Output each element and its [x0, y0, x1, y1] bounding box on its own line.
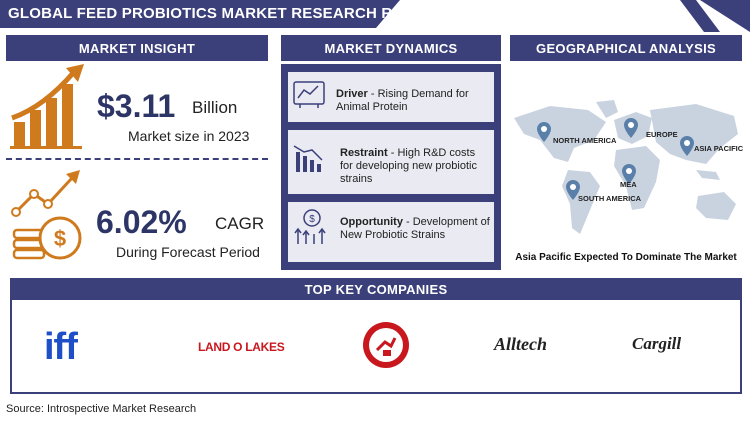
restraint-card: [288, 130, 494, 194]
arm-and-hammer-logo: [363, 322, 409, 368]
market-insight-heading: MARKET INSIGHT: [6, 35, 268, 61]
iff-logo: iff: [44, 326, 78, 368]
driver-description: - Rising Demand for Animal Protein: [336, 88, 469, 113]
rising-opportunity-icon: $: [294, 209, 326, 244]
opportunity-text: Opportunity - Development of New Probiot…: [340, 216, 490, 242]
land-o-lakes-logo: LAND O LAKES: [198, 340, 285, 354]
market-size-value: $3.11: [97, 88, 176, 124]
restraint-description: - High R&D costs for developing new prob…: [340, 147, 477, 185]
geography-footnote: Asia Pacific Expected To Dominate The Ma…: [515, 252, 737, 263]
market-size-unit: Billion: [192, 98, 238, 117]
europe-pin-icon: [624, 118, 638, 138]
market-size-caption: Market size in 2023: [128, 128, 250, 144]
header-bar: [0, 0, 400, 28]
declining-bars-icon: [293, 145, 323, 172]
cagr-unit: CAGR: [215, 214, 265, 233]
restraint-text: Restraint - High R&D costs for developin…: [340, 147, 490, 186]
svg-text:$: $: [309, 214, 315, 225]
source-note: Source: Introspective Market Research: [6, 403, 197, 415]
driver-text: Driver - Rising Demand for Animal Protei…: [336, 88, 486, 114]
growth-chart-icon: [10, 64, 84, 149]
opportunity-label: Opportunity: [340, 216, 403, 228]
cargill-logo: Cargill: [632, 334, 682, 353]
geographical-analysis-heading: GEOGRAPHICAL ANALYSIS: [510, 35, 742, 61]
top-key-companies-heading: TOP KEY COMPANIES: [10, 278, 742, 300]
divider: [6, 158, 268, 160]
north-america-pin-icon: [537, 122, 551, 142]
region-label-south-america: SOUTH AMERICA: [578, 194, 642, 203]
driver-label: Driver: [336, 88, 368, 100]
south-america-pin-icon: [566, 180, 580, 200]
report-header: GLOBAL FEED PROBIOTICS MARKET RESEARCH R…: [0, 0, 750, 32]
corner-decoration-icon: [680, 0, 750, 32]
region-label-europe: EUROPE: [646, 130, 678, 139]
restraint-label: Restraint: [340, 147, 388, 159]
market-dynamics-heading: MARKET DYNAMICS: [281, 35, 501, 61]
opportunity-description: - Development of New Probiotic Strains: [340, 216, 490, 241]
region-label-mea: MEA: [620, 180, 637, 189]
svg-text:$: $: [54, 226, 66, 251]
chart-monitor-icon: [293, 81, 325, 108]
mea-pin-icon: [622, 164, 636, 184]
cagr-value: 6.02%: [96, 204, 187, 240]
report-title: GLOBAL FEED PROBIOTICS MARKET RESEARCH R…: [8, 5, 446, 22]
asia-pacific-pin-icon: [680, 136, 694, 156]
region-label-north-america: NORTH AMERICA: [553, 136, 617, 145]
alltech-logo: Alltech: [494, 334, 547, 354]
coin-growth-icon: $: [11, 170, 82, 260]
driver-card: [288, 72, 494, 122]
region-label-asia-pacific: ASIA PACIFIC: [694, 144, 744, 153]
cagr-caption: During Forecast Period: [116, 244, 260, 260]
